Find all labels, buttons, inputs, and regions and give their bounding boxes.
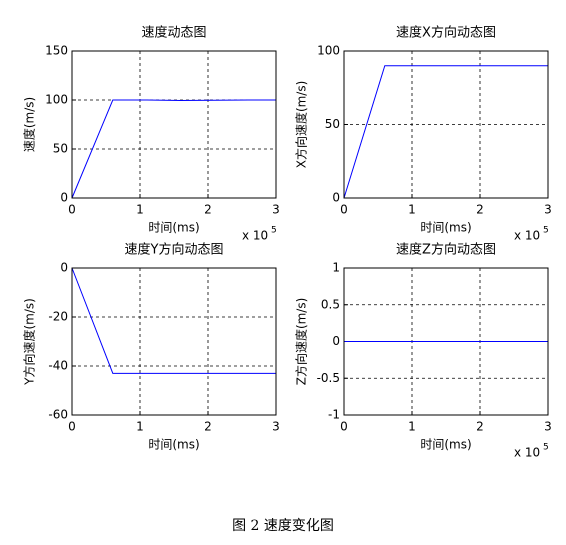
axes-box — [71, 50, 277, 199]
chart-title: 速度Y方向动态图 — [125, 242, 224, 258]
data-line — [71, 99, 276, 199]
chart-title: 速度动态图 — [141, 25, 206, 41]
y-tick-label: -60 — [48, 408, 68, 422]
y-tick-label: 50 — [53, 142, 68, 156]
x-tick-label: 0 — [340, 420, 348, 434]
y-tick-label: 100 — [317, 44, 340, 58]
x-tick-label: 2 — [476, 420, 484, 434]
x-scale-exponent: 5 — [543, 226, 549, 236]
x-axis-label: 时间(ms) — [420, 221, 471, 235]
x-tick-label: 3 — [272, 203, 280, 217]
x-tick-label: 0 — [68, 420, 76, 434]
y-tick-label: 100 — [45, 93, 68, 107]
chart-title: 速度X方向动态图 — [396, 25, 496, 41]
x-axis-label: 时间(ms) — [420, 438, 471, 452]
y-tick-label: 0 — [332, 191, 340, 205]
x-scale-exponent: 5 — [543, 443, 549, 453]
x-tick-label: 1 — [408, 420, 416, 434]
y-tick-label: 0 — [60, 191, 68, 205]
y-tick-label: 1 — [332, 261, 340, 275]
x-tick-label: 2 — [476, 203, 484, 217]
x-tick-label: 0 — [340, 203, 348, 217]
x-tick-label: 3 — [272, 420, 280, 434]
chart-title: 速度Z方向动态图 — [396, 242, 496, 258]
x-tick-label: 1 — [408, 203, 416, 217]
x-tick-label: 3 — [544, 420, 552, 434]
y-axis-label: 速度(m/s) — [22, 97, 37, 152]
plot-area — [72, 51, 276, 198]
data-line — [343, 65, 548, 199]
y-tick-label: -40 — [48, 359, 68, 373]
x-tick-label: 0 — [68, 203, 76, 217]
caption: 图 2 速度变化图 — [232, 518, 334, 534]
x-tick-label: 3 — [544, 203, 552, 217]
x-scale-label: x 10 — [514, 446, 540, 460]
y-tick-label: 0.5 — [321, 297, 340, 311]
axes-box — [343, 50, 549, 199]
x-axis-label: 时间(ms) — [148, 221, 199, 235]
y-axis-label: Y方向速度(m/s) — [22, 298, 37, 386]
axes-box — [71, 267, 277, 416]
y-axis-label: Z方向速度(m/s) — [294, 298, 309, 386]
x-scale-label: x 10 — [514, 229, 540, 243]
y-tick-label: -1 — [328, 408, 340, 422]
x-tick-label: 1 — [136, 420, 144, 434]
x-scale-label: x 10 — [242, 229, 268, 243]
y-axis-label: X方向速度(m/s) — [294, 81, 309, 169]
y-tick-label: 0 — [60, 261, 68, 275]
x-axis-label: 时间(ms) — [148, 438, 199, 452]
axes-box — [343, 267, 549, 416]
x-tick-label: 1 — [136, 203, 144, 217]
plot-area — [72, 268, 276, 415]
y-tick-label: 50 — [325, 117, 340, 131]
y-tick-label: 150 — [45, 44, 68, 58]
y-tick-label: 0 — [332, 334, 340, 348]
y-tick-label: -20 — [48, 310, 68, 324]
x-tick-label: 2 — [204, 203, 212, 217]
x-scale-exponent: 5 — [271, 226, 277, 236]
y-tick-label: -0.5 — [317, 371, 340, 385]
data-line — [71, 267, 276, 374]
x-tick-label: 2 — [204, 420, 212, 434]
